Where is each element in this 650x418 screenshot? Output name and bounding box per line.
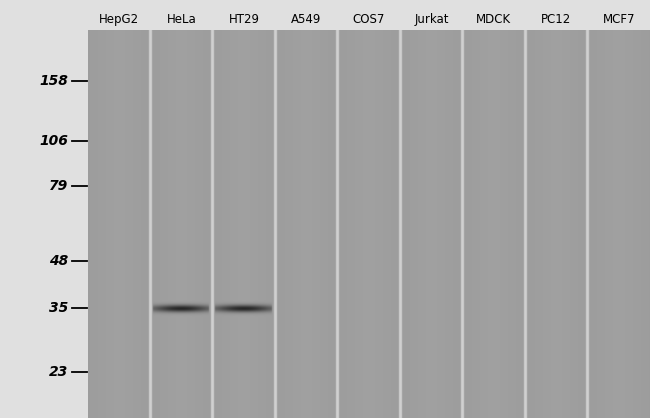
Text: 23: 23 [49, 365, 68, 379]
Text: MCF7: MCF7 [603, 13, 635, 26]
Text: 79: 79 [49, 178, 68, 193]
Text: 158: 158 [40, 74, 68, 88]
Text: 35: 35 [49, 301, 68, 316]
Text: HeLa: HeLa [167, 13, 196, 26]
Text: 106: 106 [40, 134, 68, 148]
Text: 48: 48 [49, 254, 68, 268]
Text: A549: A549 [291, 13, 322, 26]
Text: HT29: HT29 [229, 13, 259, 26]
Text: Jurkat: Jurkat [414, 13, 448, 26]
Text: PC12: PC12 [541, 13, 571, 26]
Text: COS7: COS7 [353, 13, 385, 26]
Text: MDCK: MDCK [476, 13, 512, 26]
Text: HepG2: HepG2 [99, 13, 139, 26]
